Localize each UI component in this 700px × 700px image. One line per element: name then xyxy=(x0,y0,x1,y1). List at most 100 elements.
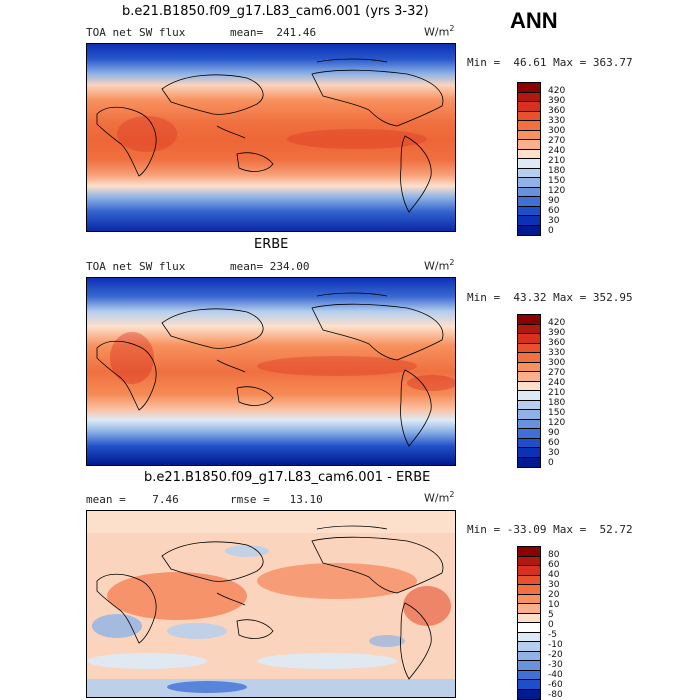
panel1-colorbar-swatch xyxy=(518,206,540,216)
panel1-tick: 420 xyxy=(548,86,566,96)
panel3-tick: -80 xyxy=(548,690,563,700)
panel3-colorbar-swatch xyxy=(518,623,540,633)
panel2-tick: 270 xyxy=(548,368,566,378)
panel3-mean-label: mean = 7.46 xyxy=(86,493,179,506)
panel2-colorbar-swatch xyxy=(518,448,540,458)
panel2-tick: 420 xyxy=(548,318,566,328)
panel2-tick: 180 xyxy=(548,398,566,408)
panel1-tick: 270 xyxy=(548,136,566,146)
panel3-tick: -30 xyxy=(548,660,563,670)
panel3-tick: 20 xyxy=(548,590,560,600)
panel2-colorbar-swatch xyxy=(518,334,540,344)
panel3-colorbar-swatch xyxy=(518,575,540,585)
panel2-variable-label: TOA net SW flux xyxy=(86,260,186,273)
panel3-colorbar-swatch xyxy=(518,680,540,690)
panel3-tick: 0 xyxy=(548,620,554,630)
panel1-mean-label: mean= 241.46 xyxy=(230,26,317,39)
panel2-tick: 240 xyxy=(548,378,566,388)
panel1-tick: 90 xyxy=(548,196,560,206)
panel3-colorbar-swatch xyxy=(518,661,540,671)
panel1-colorbar-swatch xyxy=(518,197,540,207)
panel2-title: ERBE xyxy=(254,237,289,252)
panel3-colorbar-swatch xyxy=(518,689,540,699)
panel1-minmax: Min = 46.61 Max = 363.77 xyxy=(467,56,633,69)
panel1-tick: 300 xyxy=(548,126,566,136)
panel3-minmax: Min = -33.09 Max = 52.72 xyxy=(467,523,633,536)
panel2-minmax: Min = 43.32 Max = 352.95 xyxy=(467,291,633,304)
panel1-colorbar-ticks: 420 390 360 330 300 270 240 210 180 150 … xyxy=(548,86,565,236)
panel1-tick: 330 xyxy=(548,116,566,126)
panel2-colorbar-swatch xyxy=(518,324,540,334)
panel2-colorbar-ticks: 420 390 360 330 300 270 240 210 180 150 … xyxy=(548,318,565,468)
panel1-colorbar-swatch xyxy=(518,92,540,102)
panel2-tick: 390 xyxy=(548,328,566,338)
panel2-colorbar-swatch xyxy=(518,381,540,391)
panel3-tick: -5 xyxy=(548,630,557,640)
panel1-tick: 150 xyxy=(548,176,566,186)
panel3-colorbar-swatch xyxy=(518,594,540,604)
panel2-tick: 90 xyxy=(548,428,560,438)
panel3-tick: -60 xyxy=(548,680,563,690)
panel1-tick: 210 xyxy=(548,156,566,166)
panel1-tick: 30 xyxy=(548,216,560,226)
panel2-colorbar-swatch xyxy=(518,410,540,420)
panel3-colorbar xyxy=(517,546,541,700)
panel3-colorbar-swatch xyxy=(518,613,540,623)
panel2-coastlines xyxy=(96,292,444,447)
panel2-tick: 150 xyxy=(548,408,566,418)
panel2-colorbar-swatch xyxy=(518,343,540,353)
panel2-colorbar xyxy=(517,314,541,468)
panel2-field xyxy=(87,278,455,465)
panel1-tick: 120 xyxy=(548,186,566,196)
panel3-colorbar-swatch xyxy=(518,547,540,557)
panel1-tick: 390 xyxy=(548,96,566,106)
panel1-map-svg xyxy=(87,44,455,231)
season-label: ANN xyxy=(510,8,558,33)
panel2-colorbar-swatch xyxy=(518,438,540,448)
panel2-map-svg xyxy=(87,278,455,465)
panel2-map xyxy=(86,277,456,466)
panel2-tick: 60 xyxy=(548,438,560,448)
panel1-colorbar-swatch xyxy=(518,130,540,140)
panel3-coastlines xyxy=(96,525,444,680)
panel2-tick: 0 xyxy=(548,458,554,468)
panel2-colorbar-swatch xyxy=(518,391,540,401)
panel1-colorbar-swatch xyxy=(518,168,540,178)
panel3-colorbar-swatch xyxy=(518,604,540,614)
panel3-map xyxy=(86,510,456,698)
panel3-tick: 10 xyxy=(548,600,560,610)
panel2-tick: 300 xyxy=(548,358,566,368)
panel3-rmse-label: rmse = 13.10 xyxy=(230,493,323,506)
panel3-tick: 30 xyxy=(548,580,560,590)
panel2-tick: 30 xyxy=(548,448,560,458)
panel3-tick: 5 xyxy=(548,610,554,620)
panel1-colorbar-swatch xyxy=(518,111,540,121)
panel3-units: W/m2 xyxy=(424,490,455,505)
panel1-colorbar-swatch xyxy=(518,159,540,169)
panel2-tick: 360 xyxy=(548,338,566,348)
panel1-coastlines xyxy=(96,58,444,213)
panel1-colorbar-swatch xyxy=(518,178,540,188)
panel2-units: W/m2 xyxy=(424,258,455,273)
panel3-tick: -20 xyxy=(548,650,563,660)
panel2-colorbar-swatch xyxy=(518,353,540,363)
panel1-tick: 240 xyxy=(548,146,566,156)
panel1-tick: 60 xyxy=(548,206,560,216)
panel1-colorbar-swatch xyxy=(518,149,540,159)
panel3-tick: -40 xyxy=(548,670,563,680)
panel1-title: b.e21.B1850.f09_g17.L83_cam6.001 (yrs 3-… xyxy=(122,4,429,19)
panel3-map-svg xyxy=(87,511,455,697)
panel3-colorbar-swatch xyxy=(518,585,540,595)
panel2-tick: 120 xyxy=(548,418,566,428)
panel2-colorbar-swatch xyxy=(518,457,540,467)
panel2-colorbar-swatch xyxy=(518,362,540,372)
panel2-tick: 210 xyxy=(548,388,566,398)
panel1-variable-label: TOA net SW flux xyxy=(86,26,186,39)
panel1-colorbar xyxy=(517,82,541,236)
panel3-colorbar-ticks: 80 60 40 30 20 10 5 0 -5 -10 -20 -30 -40… xyxy=(548,550,563,700)
panel1-colorbar-swatch xyxy=(518,216,540,226)
panel3-colorbar-swatch xyxy=(518,670,540,680)
panel1-colorbar-swatch xyxy=(518,121,540,131)
panel1-colorbar-swatch xyxy=(518,187,540,197)
panel3-colorbar-swatch xyxy=(518,556,540,566)
